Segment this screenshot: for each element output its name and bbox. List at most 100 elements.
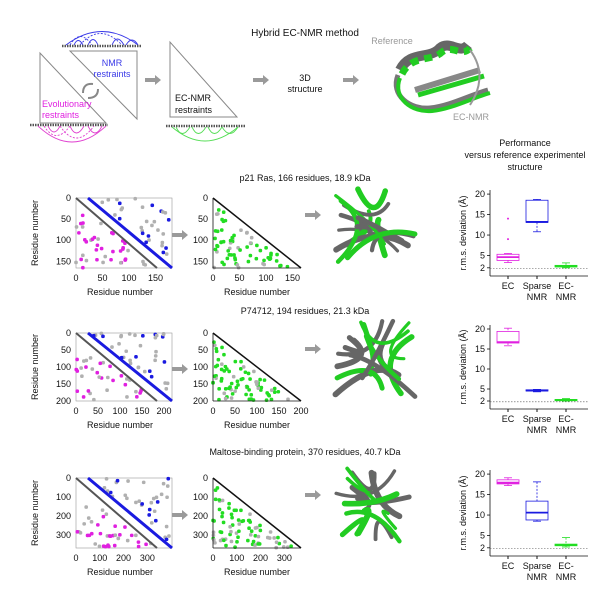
- contact-point: [255, 243, 259, 248]
- y-tick-label: 15: [475, 344, 485, 354]
- contact-point: [161, 481, 166, 486]
- ribbon: [387, 334, 415, 397]
- contact-point: [84, 365, 88, 369]
- performance-label-1: Performance: [499, 138, 551, 148]
- contact-point: [286, 397, 290, 402]
- contact-point: [117, 216, 122, 221]
- outlier-point: [507, 238, 509, 241]
- contact-map-ecnmr: 0 0 100 100 200 200 300 300 Residue number: [193, 473, 302, 577]
- contact-point: [229, 529, 233, 534]
- contact-point: [227, 501, 231, 506]
- contact-point: [117, 341, 121, 346]
- contact-point: [98, 361, 103, 366]
- contact-point: [118, 249, 123, 253]
- contact-point: [213, 236, 217, 241]
- evo-label-1: Evolutionary: [42, 99, 92, 109]
- y-tick-label: 100: [56, 235, 71, 245]
- contact-point: [160, 240, 165, 245]
- contact-point: [136, 365, 141, 370]
- contact-point: [95, 257, 99, 262]
- contact-point: [138, 343, 143, 348]
- ribbon: [344, 509, 402, 544]
- contact-point: [101, 334, 105, 339]
- contact-point: [275, 252, 279, 257]
- contact-point: [278, 264, 282, 268]
- contact-point: [252, 369, 256, 374]
- category-label: Sparse: [523, 561, 552, 571]
- contact-point: [149, 500, 154, 505]
- diagonal: [212, 332, 302, 402]
- y-tick-label: 100: [56, 362, 71, 372]
- x-tick-label: 0: [210, 273, 215, 283]
- y-tick-label: 10: [475, 510, 485, 520]
- contact-point: [81, 221, 85, 225]
- diagonal: [212, 477, 302, 549]
- contact-point: [109, 257, 113, 262]
- y-tick-label: 0: [66, 328, 71, 338]
- contact-point: [237, 529, 241, 534]
- contact-point: [125, 538, 130, 543]
- contact-point: [163, 211, 168, 215]
- contact-point: [217, 498, 222, 502]
- contact-point: [213, 488, 218, 492]
- contact-point: [84, 505, 88, 509]
- x-tick-label: 300: [140, 553, 155, 563]
- contact-point: [134, 500, 138, 505]
- contact-point: [134, 355, 138, 359]
- contact-point: [256, 534, 261, 539]
- contact-point: [156, 228, 160, 232]
- contact-point: [164, 524, 169, 529]
- contact-point: [123, 525, 127, 529]
- contact-point: [141, 480, 146, 485]
- contact-point: [81, 265, 85, 270]
- contact-point: [215, 229, 220, 234]
- contact-point: [117, 201, 122, 206]
- x-axis-label: Residue number: [87, 567, 153, 577]
- x-axis-label: Residue number: [224, 567, 290, 577]
- contact-point: [104, 512, 109, 517]
- contact-point: [153, 354, 158, 358]
- contact-point: [93, 542, 98, 546]
- category-label: NMR: [527, 572, 548, 582]
- y-tick-label: 2: [480, 543, 485, 553]
- contact-point: [101, 360, 105, 365]
- contact-point: [97, 375, 102, 379]
- contact-point: [113, 524, 117, 529]
- contact-point: [264, 246, 268, 250]
- y-tick-label: 200: [56, 396, 71, 406]
- y-axis-label: r.m.s. deviation (Å): [458, 475, 468, 550]
- contact-point: [164, 537, 169, 542]
- structure-label-1: 3D: [299, 73, 311, 83]
- contact-point: [113, 533, 118, 537]
- contact-point: [274, 540, 279, 545]
- contact-point: [133, 196, 138, 201]
- contact-point: [80, 374, 84, 379]
- diagonal-nmr: [87, 476, 173, 550]
- contact-point: [246, 371, 251, 376]
- ribbon: [360, 318, 396, 381]
- contact-point: [83, 238, 87, 242]
- contact-point: [118, 260, 123, 265]
- contact-point: [216, 357, 221, 362]
- contact-point: [221, 520, 226, 525]
- x-tick-label: 50: [93, 406, 103, 416]
- contact-point: [99, 331, 104, 336]
- contact-point: [229, 539, 234, 544]
- category-label: EC: [502, 414, 515, 424]
- contact-point: [113, 213, 117, 217]
- contact-point: [243, 370, 248, 375]
- contact-point: [239, 508, 243, 513]
- contact-point: [213, 364, 218, 369]
- y-axis-label: r.m.s. deviation (Å): [458, 329, 468, 404]
- contact-point: [90, 367, 95, 371]
- y-tick-label: 10: [475, 364, 485, 374]
- diagonal: [212, 197, 302, 269]
- contact-point: [220, 511, 225, 515]
- y-tick-label: 150: [56, 379, 71, 389]
- ribbon: [336, 319, 385, 357]
- contact-point: [264, 398, 269, 403]
- contact-point: [246, 538, 250, 543]
- contact-point: [262, 262, 266, 267]
